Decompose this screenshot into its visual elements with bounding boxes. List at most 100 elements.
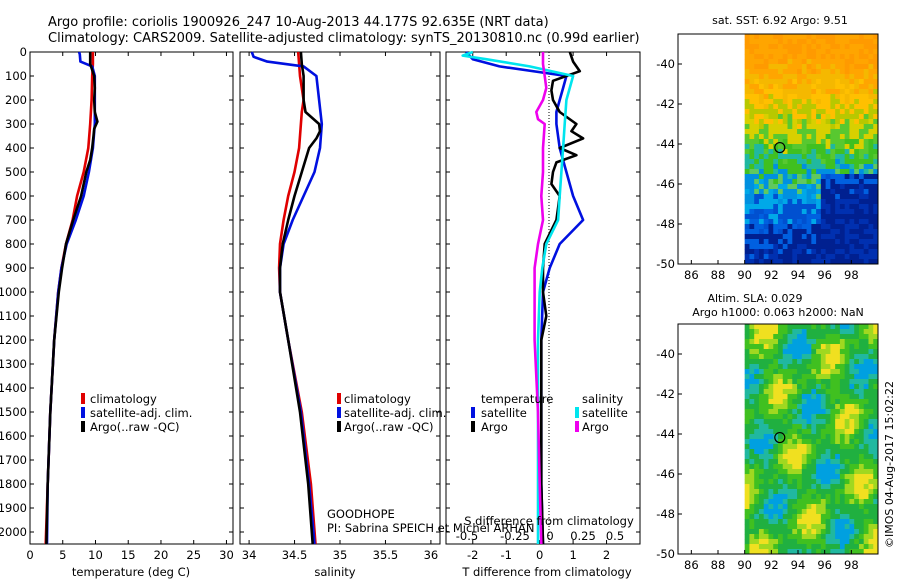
map-cell: [844, 454, 850, 460]
map-cell: [782, 514, 788, 520]
map-cell: [868, 174, 874, 180]
map-cell: [863, 209, 869, 215]
map-cell: [797, 504, 803, 510]
map-cell: [806, 324, 812, 330]
map-cell: [849, 139, 855, 145]
map-cell: [854, 524, 860, 530]
map-cell: [825, 324, 831, 330]
map-cell: [849, 549, 855, 555]
map-cell: [839, 34, 846, 40]
map-cell: [801, 124, 807, 130]
map-cell: [782, 489, 788, 495]
map-cell: [782, 479, 788, 485]
map-cell: [863, 229, 869, 235]
map-cell: [825, 64, 831, 70]
map-cell: [787, 379, 793, 385]
map-cell: [873, 94, 879, 100]
map-cell: [782, 239, 788, 245]
map-cell: [749, 149, 755, 155]
map-cell: [863, 359, 869, 365]
map-cell: [873, 79, 879, 85]
map-cell: [835, 254, 841, 260]
map-cell: [806, 534, 812, 540]
map-cell: [873, 84, 879, 90]
map-cell: [858, 354, 865, 360]
map-cell: [754, 139, 760, 145]
map-cell: [806, 144, 812, 150]
map-cell: [782, 344, 788, 350]
map-cell: [778, 374, 784, 380]
map-cell: [868, 34, 874, 40]
map-cell: [863, 344, 869, 350]
map-cell: [782, 359, 788, 365]
map-cell: [844, 349, 850, 355]
map-cell: [797, 534, 803, 540]
depth-tick-label: 1400: [0, 381, 27, 395]
map-cell: [749, 374, 755, 380]
map-cell: [811, 334, 817, 340]
map-cell: [758, 464, 765, 470]
map-cell: [863, 464, 869, 470]
map-cell: [749, 549, 755, 555]
map-cell: [749, 109, 755, 115]
map-cell: [830, 514, 836, 520]
map-cell: [754, 424, 760, 430]
map-cell: [825, 234, 831, 240]
map-cell: [801, 104, 807, 110]
map-cell: [873, 479, 879, 485]
map-cell: [744, 69, 750, 75]
map-cell: [763, 259, 769, 265]
map-cell: [835, 324, 841, 330]
map-cell: [773, 209, 779, 215]
map-cell: [763, 34, 769, 40]
map-cell: [858, 109, 865, 115]
map-cell: [825, 74, 831, 80]
map-cell: [854, 84, 860, 90]
map-cell: [797, 239, 803, 245]
map-cell: [801, 494, 807, 500]
depth-tick-label: 400: [5, 141, 27, 155]
map-cell: [754, 249, 760, 255]
map-cell: [778, 219, 784, 225]
map-cell: [782, 219, 788, 225]
map-cell: [839, 154, 846, 160]
map-cell: [763, 399, 769, 405]
map-cell: [768, 349, 774, 355]
map-cell: [801, 114, 807, 120]
map-cell: [787, 139, 793, 145]
map-cell: [839, 129, 846, 135]
map-cell: [825, 369, 831, 375]
map-cell: [839, 344, 846, 350]
map-cell: [811, 99, 817, 105]
map-cell: [758, 259, 765, 265]
map-cell: [758, 69, 765, 75]
map-cell: [797, 424, 803, 430]
map-cell: [778, 159, 784, 165]
map-cell: [773, 94, 779, 100]
map-cell: [849, 334, 855, 340]
map-cell: [820, 39, 827, 45]
map-cell: [744, 384, 750, 390]
map-cell: [854, 229, 860, 235]
map-cell: [844, 209, 850, 215]
map-cell: [778, 259, 784, 265]
map-cell: [744, 139, 750, 145]
map-cell: [873, 219, 879, 225]
map-cell: [792, 444, 798, 450]
map-cell: [868, 529, 874, 535]
map-cell: [849, 369, 855, 375]
legend-swatch-clim: [337, 393, 341, 404]
map-cell: [825, 229, 831, 235]
map-x-tick-label: 98: [844, 268, 859, 282]
map-cell: [792, 149, 798, 155]
map-cell: [744, 399, 750, 405]
map-cell: [797, 499, 803, 505]
map-cell: [754, 204, 760, 210]
map-cell: [792, 439, 798, 445]
map-cell: [844, 444, 850, 450]
map-cell: [825, 444, 831, 450]
map-cell: [768, 524, 774, 530]
map-cell: [830, 489, 836, 495]
map-cell: [844, 234, 850, 240]
map-cell: [782, 234, 788, 240]
